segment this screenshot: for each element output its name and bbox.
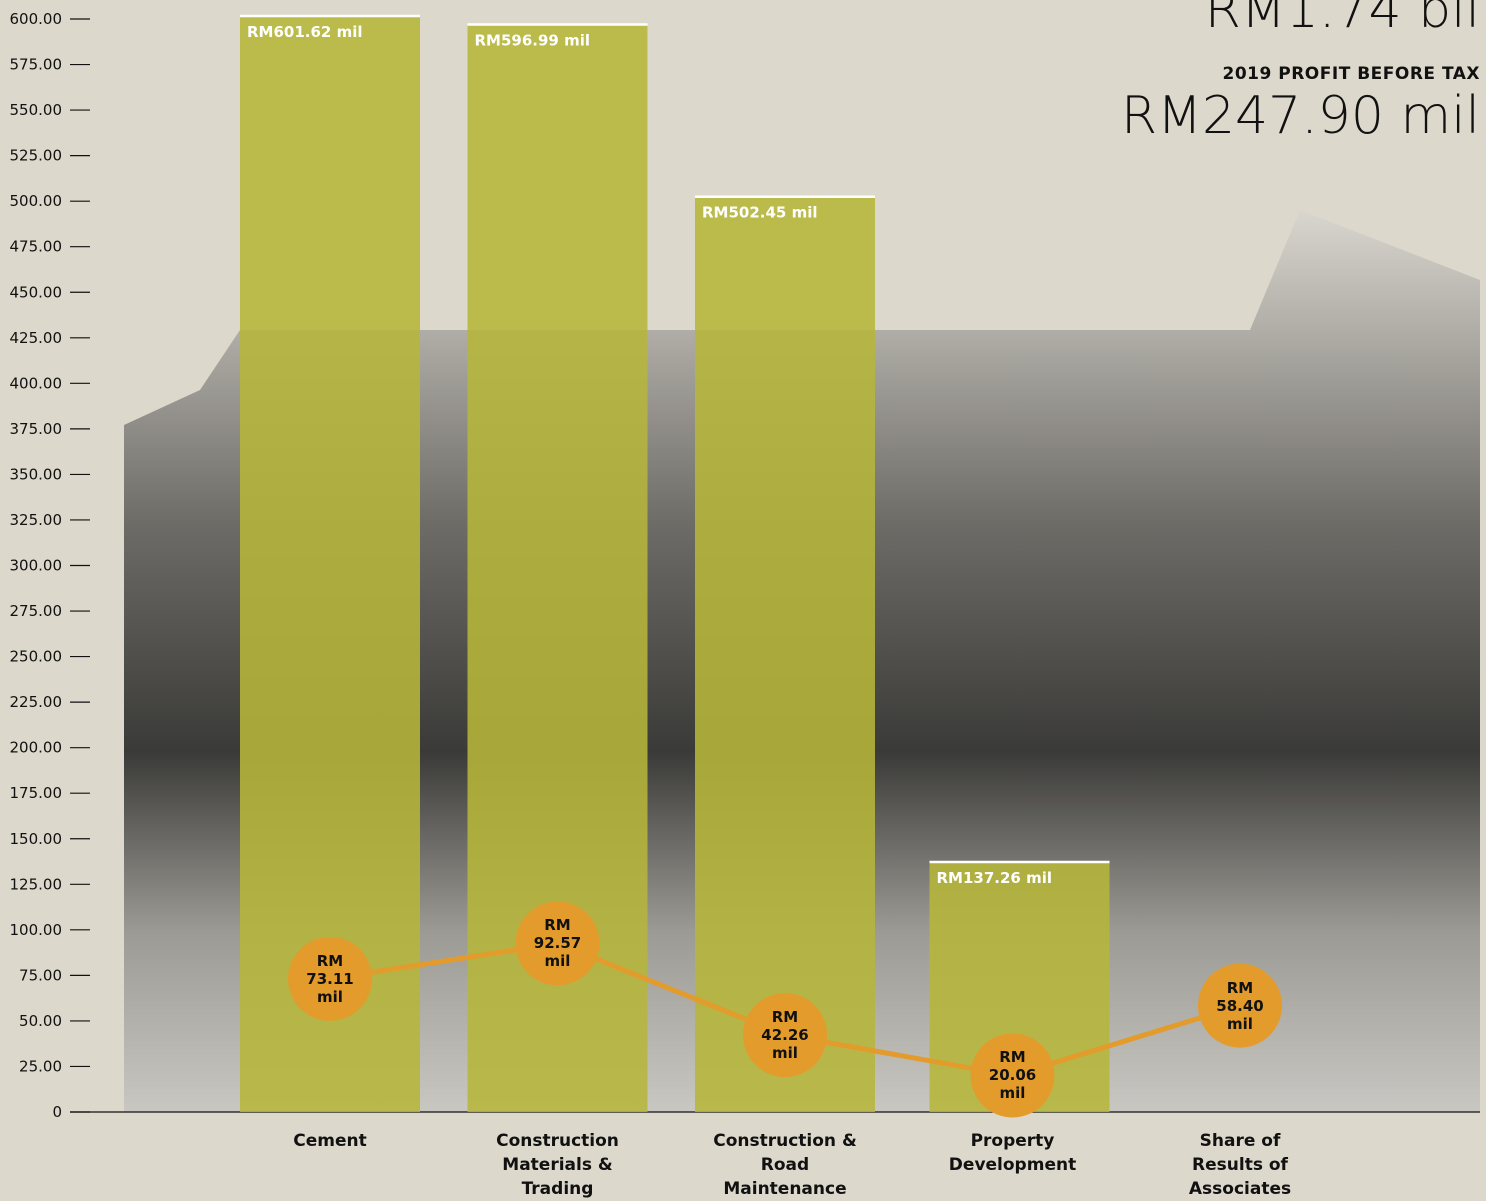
point xyxy=(515,901,600,986)
y-tick-label: 150.00 xyxy=(10,830,63,848)
point xyxy=(743,993,827,1078)
x-tick-label: Property Development xyxy=(948,1131,1077,1175)
value-label: RM 42.26 mil xyxy=(761,1008,809,1063)
value-label: RM 58.40 mil xyxy=(1216,978,1264,1033)
y-tick-label: 0 xyxy=(52,1103,62,1121)
y-tick-label: 525.00 xyxy=(10,147,63,165)
y-tick-label: 175.00 xyxy=(10,784,63,802)
y-tick-label: 75.00 xyxy=(19,966,62,984)
y-tick-label: 350.00 xyxy=(10,465,63,483)
point xyxy=(288,936,372,1021)
point xyxy=(970,1033,1055,1118)
y-tick-label: 475.00 xyxy=(10,238,63,256)
value-label: RM 20.06 mil xyxy=(988,1048,1037,1103)
value-label: RM 92.57 mil xyxy=(533,916,582,971)
x-tick-label: Construction & Road Maintenance xyxy=(713,1131,857,1199)
y-tick-label: 600.00 xyxy=(10,10,63,28)
y-tick-label: 200.00 xyxy=(10,739,63,757)
value-label: RM137.26 mil xyxy=(937,869,1053,887)
point xyxy=(1198,963,1282,1048)
value-label: RM502.45 mil xyxy=(702,204,818,222)
y-tick-label: 450.00 xyxy=(10,283,63,301)
y-tick-label: 275.00 xyxy=(10,602,63,620)
y-tick-label: 425.00 xyxy=(10,329,63,347)
bar xyxy=(695,196,875,1112)
x-tick-label: Share of Results of Associates xyxy=(1188,1131,1292,1199)
y-tick-label: 25.00 xyxy=(19,1057,62,1075)
y-tick-label: 400.00 xyxy=(10,374,63,392)
y-tick-label: 250.00 xyxy=(10,648,63,666)
total-revenue: RM1.74 bil xyxy=(1204,0,1480,40)
y-tick-label: 325.00 xyxy=(10,511,63,529)
y-tick-label: 300.00 xyxy=(10,557,63,575)
profit-before-tax: RM247.90 mil xyxy=(1120,86,1480,146)
y-tick-label: 375.00 xyxy=(10,420,63,438)
x-tick-label: Cement xyxy=(293,1131,367,1151)
y-tick-label: 125.00 xyxy=(10,875,63,893)
value-label: RM 73.11 mil xyxy=(306,951,354,1006)
y-tick-label: 225.00 xyxy=(10,693,63,711)
y-tick-label: 500.00 xyxy=(10,192,63,210)
headline-label: 2019 PROFIT BEFORE TAX xyxy=(1222,64,1480,84)
y-tick-label: 575.00 xyxy=(10,56,63,74)
y-tick-label: 100.00 xyxy=(10,921,63,939)
value-label: RM596.99 mil xyxy=(475,31,591,49)
y-tick-label: 50.00 xyxy=(19,1012,62,1030)
x-tick-label: Construction Materials & Trading xyxy=(496,1131,619,1199)
y-tick-label: 550.00 xyxy=(10,101,63,119)
value-label: RM601.62 mil xyxy=(247,23,363,41)
bar xyxy=(240,16,420,1112)
